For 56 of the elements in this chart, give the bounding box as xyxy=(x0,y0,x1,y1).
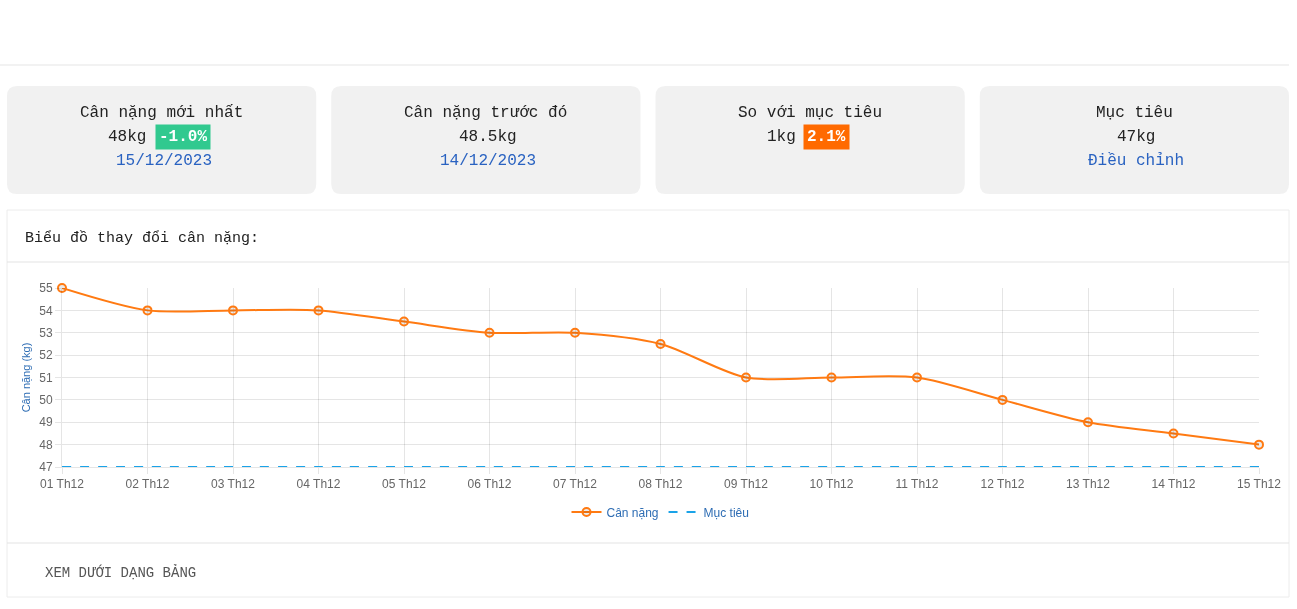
point xyxy=(570,327,580,338)
chart-title: Biểu đồ thay đổi cân nặng: xyxy=(25,230,260,248)
x-tick-label: 14 Th12 xyxy=(1151,477,1196,492)
x-tick-label: 01 Th12 xyxy=(40,477,85,492)
x-tick-label: 12 Th12 xyxy=(980,477,1025,492)
text: 2.1% xyxy=(807,128,846,146)
text: 48.5kg xyxy=(459,128,517,146)
x-tick-label: 03 Th12 xyxy=(211,477,256,492)
x-tick-label: 06 Th12 xyxy=(467,477,512,492)
y-tick-label: 55 xyxy=(39,281,53,296)
text: Mục tiêu xyxy=(1096,104,1173,122)
x-tick-label: 08 Th12 xyxy=(638,477,683,492)
point xyxy=(826,372,837,383)
x-tick-label: 04 Th12 xyxy=(296,477,341,492)
y-tick-label: 48 xyxy=(39,437,53,452)
text: XEM DƯỚI DẠNG BẢNG xyxy=(45,564,197,581)
text: Cân nặng mới nhất xyxy=(80,104,244,122)
point xyxy=(1168,428,1179,439)
x-tick-label: 15 Th12 xyxy=(1237,477,1282,492)
y-tick-label: 51 xyxy=(39,370,53,385)
y-tick-label: 49 xyxy=(39,415,53,430)
point xyxy=(313,305,324,316)
y-tick-label: 53 xyxy=(39,325,53,340)
point xyxy=(655,338,666,349)
text: 14/12/2023 xyxy=(440,152,537,170)
x-tick-label: 11 Th12 xyxy=(895,477,939,492)
point xyxy=(741,372,751,383)
y-axis-title: Cân nặng (kg) xyxy=(19,342,32,413)
y-tick-label: 47 xyxy=(39,460,53,475)
text: -1.0% xyxy=(159,128,208,146)
point xyxy=(228,305,238,316)
point xyxy=(399,316,409,327)
point xyxy=(1254,439,1264,450)
text: Điều chỉnh xyxy=(1088,152,1185,170)
y-tick-label: 50 xyxy=(39,393,53,408)
legend-label: Cân nặng xyxy=(606,505,659,520)
point xyxy=(912,372,922,383)
x-tick-label: 10 Th12 xyxy=(809,477,854,492)
point xyxy=(484,327,495,338)
point xyxy=(1083,417,1093,428)
y-tick-label: 52 xyxy=(39,348,53,363)
x-tick-label: 05 Th12 xyxy=(382,477,427,492)
text: 15/12/2023 xyxy=(116,152,213,170)
text: 48kg xyxy=(108,128,147,146)
text: So với mục tiêu xyxy=(738,104,883,122)
x-tick-label: 07 Th12 xyxy=(553,477,598,492)
text: 47kg xyxy=(1117,128,1156,146)
x-tick-label: 02 Th12 xyxy=(125,477,170,492)
text: Cân nặng trước đó xyxy=(404,104,568,122)
point xyxy=(997,394,1008,405)
x-tick-label: 13 Th12 xyxy=(1066,477,1111,492)
y-tick-label: 54 xyxy=(39,303,53,318)
point xyxy=(142,305,153,316)
x-tick-label: 09 Th12 xyxy=(724,477,769,492)
legend-label: Mục tiêu xyxy=(703,505,749,520)
text: 1kg xyxy=(767,128,796,146)
